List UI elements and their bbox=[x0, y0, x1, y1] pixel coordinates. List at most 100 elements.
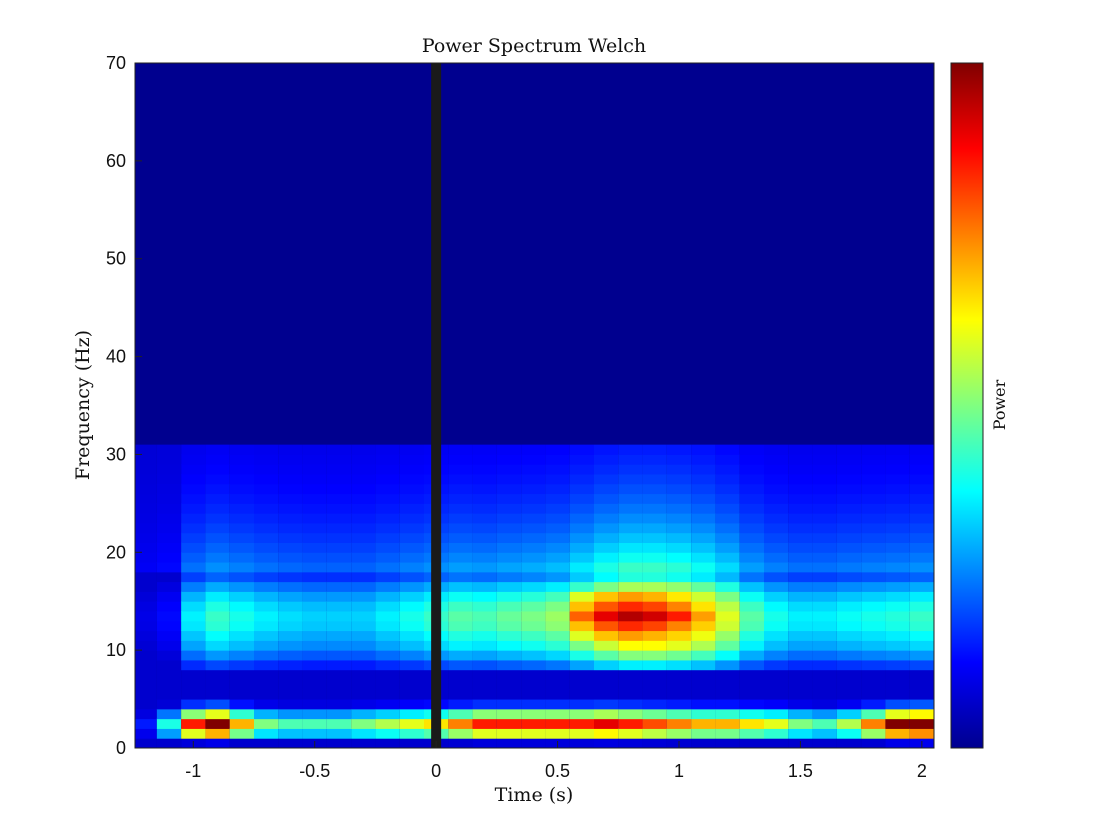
heatmap-cell bbox=[181, 444, 206, 455]
heatmap-cell bbox=[351, 474, 376, 485]
heatmap-cell bbox=[715, 571, 740, 583]
heatmap-cell bbox=[302, 699, 327, 710]
heatmap-cell bbox=[254, 474, 279, 485]
heatmap-cell bbox=[496, 444, 522, 455]
heatmap-cell bbox=[594, 493, 619, 504]
heatmap-cell bbox=[156, 562, 182, 573]
heatmap-cell bbox=[448, 601, 473, 612]
heatmap-cell bbox=[254, 591, 279, 602]
heatmap-cell bbox=[764, 483, 789, 495]
heatmap-cell bbox=[496, 699, 522, 710]
heatmap-cell bbox=[351, 708, 376, 720]
heatmap-cell bbox=[229, 679, 254, 690]
heatmap-cell bbox=[861, 571, 886, 583]
heatmap-cell bbox=[594, 483, 619, 495]
heatmap-cell bbox=[229, 611, 254, 622]
heatmap-cell bbox=[618, 552, 643, 563]
heatmap-cell bbox=[861, 532, 886, 543]
heatmap-cell bbox=[399, 669, 424, 680]
heatmap-cell bbox=[545, 611, 570, 622]
heatmap-cell bbox=[909, 669, 934, 680]
heatmap-cell bbox=[496, 503, 522, 514]
heatmap-cell bbox=[666, 464, 692, 475]
heatmap-cell bbox=[521, 650, 546, 661]
heatmap-cell bbox=[691, 483, 716, 495]
heatmap-cell bbox=[861, 503, 886, 514]
heatmap-cell bbox=[909, 601, 934, 612]
heatmap-cell bbox=[229, 522, 254, 534]
heatmap-cell bbox=[375, 591, 400, 602]
heatmap-cell bbox=[399, 679, 424, 690]
heatmap-cell bbox=[812, 552, 837, 563]
heatmap-cell bbox=[448, 562, 473, 573]
heatmap-cell bbox=[326, 444, 352, 455]
heatmap-cell bbox=[691, 522, 716, 534]
heatmap-cell bbox=[836, 562, 862, 573]
heatmap-cell bbox=[642, 659, 667, 671]
heatmap-cell bbox=[278, 630, 303, 641]
heatmap-cell bbox=[351, 591, 376, 602]
heatmap-cell bbox=[764, 630, 789, 641]
heatmap-cell bbox=[351, 581, 376, 592]
heatmap-cell bbox=[156, 503, 182, 514]
heatmap-cell bbox=[739, 620, 764, 632]
heatmap-cell bbox=[812, 493, 837, 504]
heatmap-cell bbox=[521, 601, 546, 612]
heatmap-cell bbox=[448, 532, 473, 543]
heatmap-cell bbox=[205, 650, 230, 661]
heatmap-cell bbox=[521, 640, 546, 651]
heatmap-cell bbox=[521, 689, 546, 700]
heatmap-cell bbox=[399, 571, 424, 583]
heatmap-cell bbox=[229, 464, 254, 475]
heatmap-cell bbox=[205, 562, 230, 573]
heatmap-cell bbox=[205, 571, 230, 583]
heatmap-cell bbox=[764, 454, 789, 465]
heatmap-cell bbox=[135, 620, 157, 632]
heatmap-cell bbox=[642, 454, 667, 465]
heatmap-cell bbox=[278, 718, 303, 729]
heatmap-cell bbox=[351, 611, 376, 622]
heatmap-cell bbox=[569, 483, 594, 495]
heatmap-cell bbox=[618, 718, 643, 729]
heatmap-cell bbox=[156, 591, 182, 602]
heatmap-cell bbox=[739, 483, 764, 495]
heatmap-cell bbox=[302, 708, 327, 720]
heatmap-cell bbox=[448, 669, 473, 680]
heatmap-cell bbox=[788, 483, 813, 495]
heatmap-cell bbox=[496, 679, 522, 690]
heatmap-cell bbox=[569, 601, 594, 612]
heatmap-cell bbox=[135, 650, 157, 661]
heatmap-cell bbox=[836, 611, 862, 622]
heatmap-cell bbox=[666, 620, 692, 632]
heatmap-cell bbox=[448, 464, 473, 475]
heatmap-cell bbox=[642, 601, 667, 612]
heatmap-cell bbox=[472, 503, 497, 514]
heatmap-cell bbox=[812, 630, 837, 641]
heatmap-cell bbox=[545, 669, 570, 680]
heatmap-cell bbox=[156, 552, 182, 563]
heatmap-cell bbox=[496, 562, 522, 573]
heatmap-cell bbox=[229, 601, 254, 612]
heatmap-cell bbox=[885, 669, 910, 680]
heatmap-cell bbox=[375, 689, 400, 700]
heatmap-cell bbox=[666, 522, 692, 534]
heatmap-cell bbox=[521, 611, 546, 622]
heatmap-cell bbox=[594, 728, 619, 739]
heatmap-cell bbox=[135, 640, 157, 651]
heatmap-cell bbox=[181, 630, 206, 641]
heatmap-cell bbox=[156, 464, 182, 475]
heatmap-cell bbox=[885, 464, 910, 475]
heatmap-cell bbox=[739, 659, 764, 671]
heatmap-cell bbox=[375, 601, 400, 612]
heatmap-cell bbox=[594, 669, 619, 680]
heatmap-cell bbox=[545, 532, 570, 543]
heatmap-cell bbox=[691, 591, 716, 602]
heatmap-cell bbox=[788, 454, 813, 465]
heatmap-cell bbox=[764, 503, 789, 514]
heatmap-cell bbox=[788, 630, 813, 641]
heatmap-cell bbox=[861, 728, 886, 739]
heatmap-cell bbox=[399, 728, 424, 739]
heatmap-cell bbox=[521, 503, 546, 514]
heatmap-cell bbox=[836, 718, 862, 729]
heatmap-cell bbox=[909, 581, 934, 592]
